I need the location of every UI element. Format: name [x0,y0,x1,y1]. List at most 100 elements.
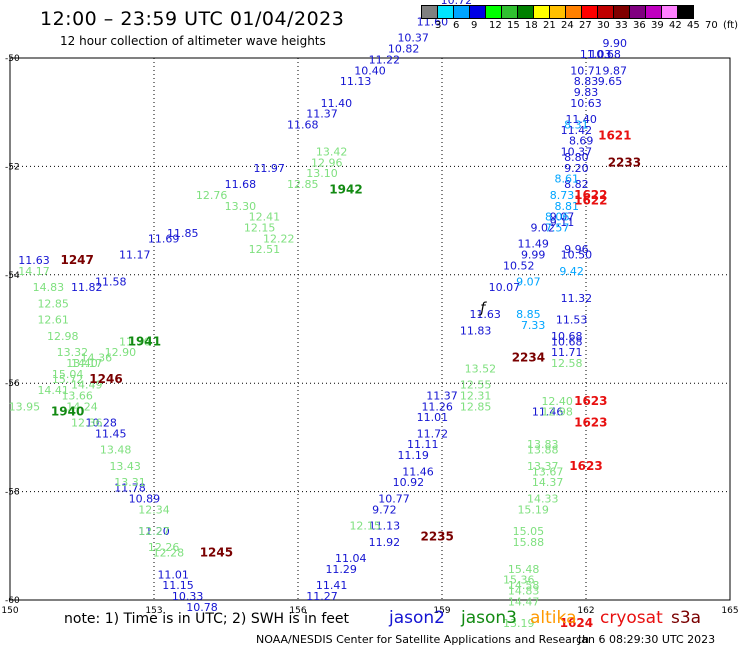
wave-height-value: 9.72 [372,503,397,516]
wave-height-value: 11.13 [340,75,372,88]
wave-height-value: 11.03 [580,48,612,61]
wave-height-value: 11.92 [369,536,401,549]
y-tick-label: -52 [5,162,20,172]
wave-height-value: 11.01 [417,411,449,424]
pass-time-label: 1942 [329,183,362,197]
wave-height-value: 11.71 [551,346,583,359]
legend-swatch [437,5,454,19]
wave-height-value: 10.37 [561,146,593,159]
legend-swatch [645,5,662,19]
wave-height-value: 14.49 [71,379,103,392]
mission-jason3: jason3 [461,608,517,628]
color-scale-labels: 3 6 9 12 15 18 21 24 27 30 33 36 39 42 45 70 (ft) [421,20,738,34]
pass-time-label: 1623 [569,459,602,473]
wave-height-value: 8.80 [564,151,589,164]
legend-swatch [421,5,438,19]
legend-swatch [469,5,486,19]
mission-s3a: s3a [671,608,702,628]
wave-height-value: 8.73 [550,189,575,202]
legend-swatch [629,5,646,19]
pass-time-label: 1940 [51,405,84,419]
wave-height-value: 9.96 [564,243,589,256]
wave-height-value: 8.31 [564,118,589,131]
x-tick-label: 165 [721,606,738,616]
wave-height-value: 11.19 [397,449,429,462]
wave-height-value: 13.40 [66,357,98,370]
wave-height-value: 14.33 [527,492,559,505]
wave-height-value: 12.98 [541,406,573,419]
pass-time-label: 2235 [420,529,453,543]
wave-height-value: 10.92 [393,476,425,489]
wave-height-value: 11.46 [402,465,434,478]
wave-height-value: 9.83 [574,86,599,99]
wave-height-value: 12.85 [37,297,69,310]
legend-swatch [517,5,534,19]
wave-height-value: 10.52 [503,259,535,272]
legend-label: 36 [633,20,646,31]
wave-height-value: 9.42 [559,265,584,278]
wave-height-value: 11.37 [426,389,458,402]
legend-swatch [533,5,550,19]
legend-label: 42 [669,20,682,31]
legend-label: 33 [615,20,628,31]
wave-height-value: 11.27 [306,590,338,603]
mission-cryosat: cryosat [600,608,663,628]
wave-height-value: 13.37 [527,460,559,473]
wave-height-value: 14.83 [508,585,540,598]
legend-label: 12 [489,20,502,31]
legend-label: 27 [579,20,592,31]
wave-height-value: 9.99 [521,249,546,262]
wave-height-value: 11.32 [561,292,593,305]
wave-height-value: 11.83 [460,324,492,337]
wave-height-value: 11.58 [95,276,127,289]
credit-date: Jan 6 08:29:30 UTC 2023 [578,633,716,646]
wave-height-value: 14.58 [508,579,540,592]
wave-height-value: 13.48 [100,444,132,457]
wave-height-value: 8.69 [569,135,594,148]
wave-height-value: 11.45 [95,427,127,440]
wave-height-value: 11.76 [119,335,151,348]
wave-height-value: 10.40 [354,64,386,77]
wave-height-value: 14.17 [18,265,50,278]
wave-height-value: 8.61 [555,173,580,186]
wave-height-value: 15.19 [517,503,549,516]
y-tick-label: -56 [5,379,20,389]
footer-note: note: 1) Time is in UTC; 2) SWH is in fe… [64,611,350,627]
legend-label: 45 [687,20,700,31]
wave-height-value: 13.66 [61,389,93,402]
wave-height-value: 12.28 [153,547,185,560]
pass-time-label: 2234 [512,351,545,365]
wave-height-value: 12.85 [287,178,319,191]
wave-height-value: 10.37 [397,32,429,45]
wave-height-value: 11.22 [369,53,401,66]
mission-jason2: jason2 [389,608,445,628]
wave-height-value: 10.68 [551,330,583,343]
wave-height-value: 13.10 [306,167,338,180]
pass-time-label: 1621 [598,128,631,142]
wave-height-value: 13.52 [465,362,497,375]
wave-height-value: 12.51 [249,243,281,256]
wave-height-value: 12.41 [249,211,281,224]
wave-height-value: 10.63 [570,97,602,110]
wave-height-value: 8.82 [564,178,589,191]
wave-height-value: 13.19 [503,617,535,630]
map-grid [9,57,731,601]
wave-height-value: 11.26 [421,400,453,413]
wave-height-value: 10.28 [85,417,117,430]
wave-height-value: 10.71 [570,64,602,77]
wave-height-value: 10.07 [489,281,521,294]
legend-label: 6 [453,20,460,31]
wave-height-value: 10.89 [129,492,161,505]
pass-time-label: 1622 [574,193,607,207]
wave-height-value: 12.22 [263,232,295,245]
wave-height-value: 12.40 [541,395,573,408]
wave-height-value: 10.82 [388,43,420,56]
wave-height-value: 7.33 [521,319,546,332]
wave-height-value: 12.15 [244,221,276,234]
wave-height-value: 11.63 [18,254,50,267]
x-tick-label: 150 [1,606,18,616]
wave-height-value: 10.68 [551,335,583,348]
legend-label: 24 [561,20,574,31]
legend-swatch [597,5,614,19]
